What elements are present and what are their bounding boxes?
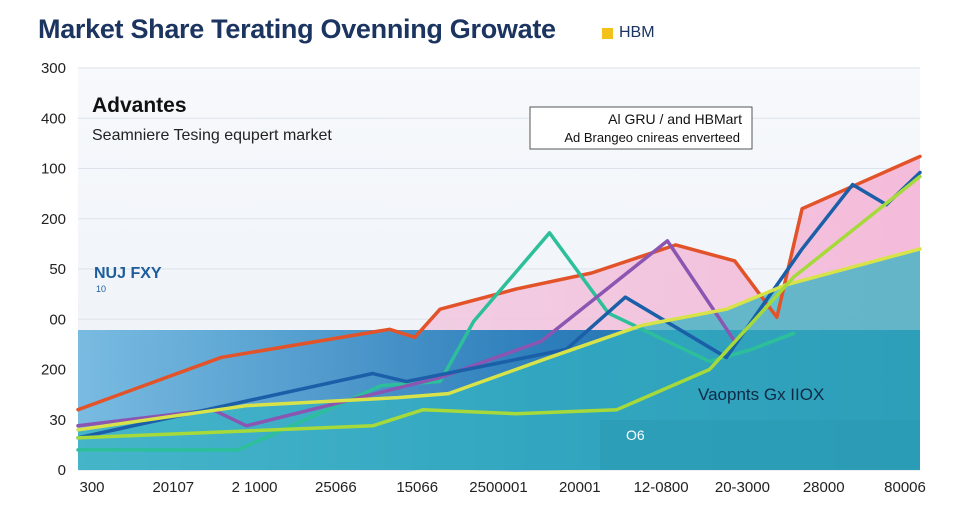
series-line-orange <box>76 154 922 412</box>
y-tick-label: 100 <box>41 161 66 178</box>
x-tick-label: 12-0800 <box>634 479 689 496</box>
callout-box <box>529 106 753 150</box>
side-label: NUJ FXY <box>94 265 162 282</box>
legend-label-hbm: HBM <box>619 24 655 41</box>
y-tick-label: 50 <box>49 261 66 278</box>
panel-title: Advantes <box>92 94 187 117</box>
chart-title: Market Share Terating Ovenning Growate <box>38 14 556 44</box>
callout-line-2: Ad Brangeo cnireas enverteed <box>564 130 740 145</box>
y-tick-label: 200 <box>41 211 66 228</box>
y-tick-label: 400 <box>41 110 66 127</box>
callout-line-1: Al GRU / and HBMart <box>608 111 742 127</box>
series-line-blue <box>76 170 922 440</box>
y-tick-label: 30 <box>49 412 66 429</box>
x-tick-label: 28000 <box>803 479 845 496</box>
y-tick-label: 300 <box>41 60 66 77</box>
bottom-label: Vaopnts Gx IIOX <box>698 385 824 404</box>
x-tick-label: 25066 <box>315 479 357 496</box>
x-tick-label: 20-3000 <box>715 479 770 496</box>
x-tick-label: 2 1000 <box>232 479 278 496</box>
y-tick-label: 00 <box>49 311 66 328</box>
legend-swatch-hbm <box>602 27 613 39</box>
small-label: O6 <box>626 427 645 443</box>
legend: HBM <box>602 24 655 42</box>
side-sublabel: 10 <box>96 284 106 294</box>
y-tick-label: 200 <box>41 362 66 379</box>
x-tick-label: 80006 <box>884 479 926 496</box>
x-tick-label: 2500001 <box>469 479 527 496</box>
x-tick-label: 20001 <box>559 479 601 496</box>
x-tick-label: 15066 <box>396 479 438 496</box>
series-line-teal <box>76 231 796 452</box>
series-line-lime <box>76 174 922 440</box>
x-tick-label: 300 <box>79 479 104 496</box>
y-tick-label: 0 <box>58 462 66 479</box>
series-line-yellow <box>76 247 922 432</box>
panel-subtitle: Seamniere Tesing equpert market <box>92 127 332 144</box>
x-tick-label: 20107 <box>152 479 194 496</box>
